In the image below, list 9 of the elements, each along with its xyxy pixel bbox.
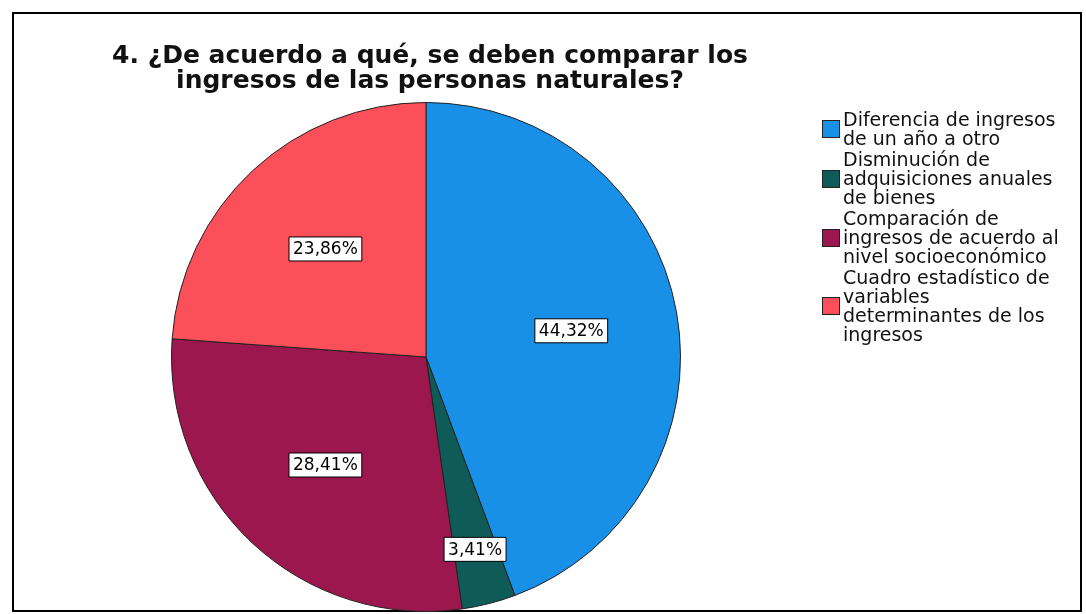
data-label: 23,86%: [293, 238, 358, 259]
data-label: 28,41%: [292, 454, 358, 475]
data-label: 44,32%: [538, 320, 604, 341]
legend-label: Comparación de ingresos de acuerdo al nivel socioeconómico: [843, 207, 1060, 267]
data-label: 3,41%: [448, 538, 503, 559]
legend-label: Cuadro estadístico de variables determinantes de los ingresos: [843, 266, 1051, 345]
legend-label: Diferencia de ingresos de un año a otro: [843, 108, 1057, 149]
legend-label: Disminución de adquisiciones anuales de bienes: [843, 148, 1054, 208]
chart-title: 4. ¿De acuerdo a qué, se deben comparar los ingresos de las personas naturales?: [111, 40, 749, 94]
